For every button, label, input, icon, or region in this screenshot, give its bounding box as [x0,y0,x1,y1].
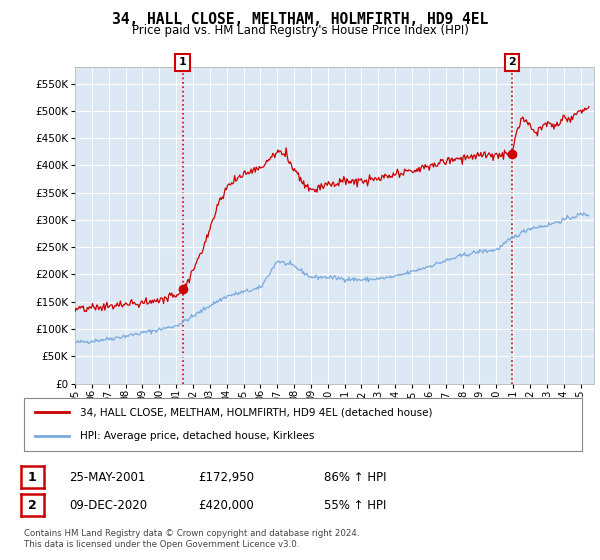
Text: 55% ↑ HPI: 55% ↑ HPI [324,498,386,512]
Text: 34, HALL CLOSE, MELTHAM, HOLMFIRTH, HD9 4EL: 34, HALL CLOSE, MELTHAM, HOLMFIRTH, HD9 … [112,12,488,27]
Text: Price paid vs. HM Land Registry's House Price Index (HPI): Price paid vs. HM Land Registry's House … [131,24,469,37]
Text: 1: 1 [28,470,37,484]
Text: £172,950: £172,950 [198,470,254,484]
Text: 25-MAY-2001: 25-MAY-2001 [69,470,145,484]
Text: £420,000: £420,000 [198,498,254,512]
Text: 1: 1 [179,57,187,67]
Text: 2: 2 [28,498,37,512]
Text: 34, HALL CLOSE, MELTHAM, HOLMFIRTH, HD9 4EL (detached house): 34, HALL CLOSE, MELTHAM, HOLMFIRTH, HD9 … [80,408,432,418]
Text: Contains HM Land Registry data © Crown copyright and database right 2024.
This d: Contains HM Land Registry data © Crown c… [24,529,359,549]
Text: 2: 2 [508,57,516,67]
Text: HPI: Average price, detached house, Kirklees: HPI: Average price, detached house, Kirk… [80,431,314,441]
Text: 86% ↑ HPI: 86% ↑ HPI [324,470,386,484]
Text: 09-DEC-2020: 09-DEC-2020 [69,498,147,512]
